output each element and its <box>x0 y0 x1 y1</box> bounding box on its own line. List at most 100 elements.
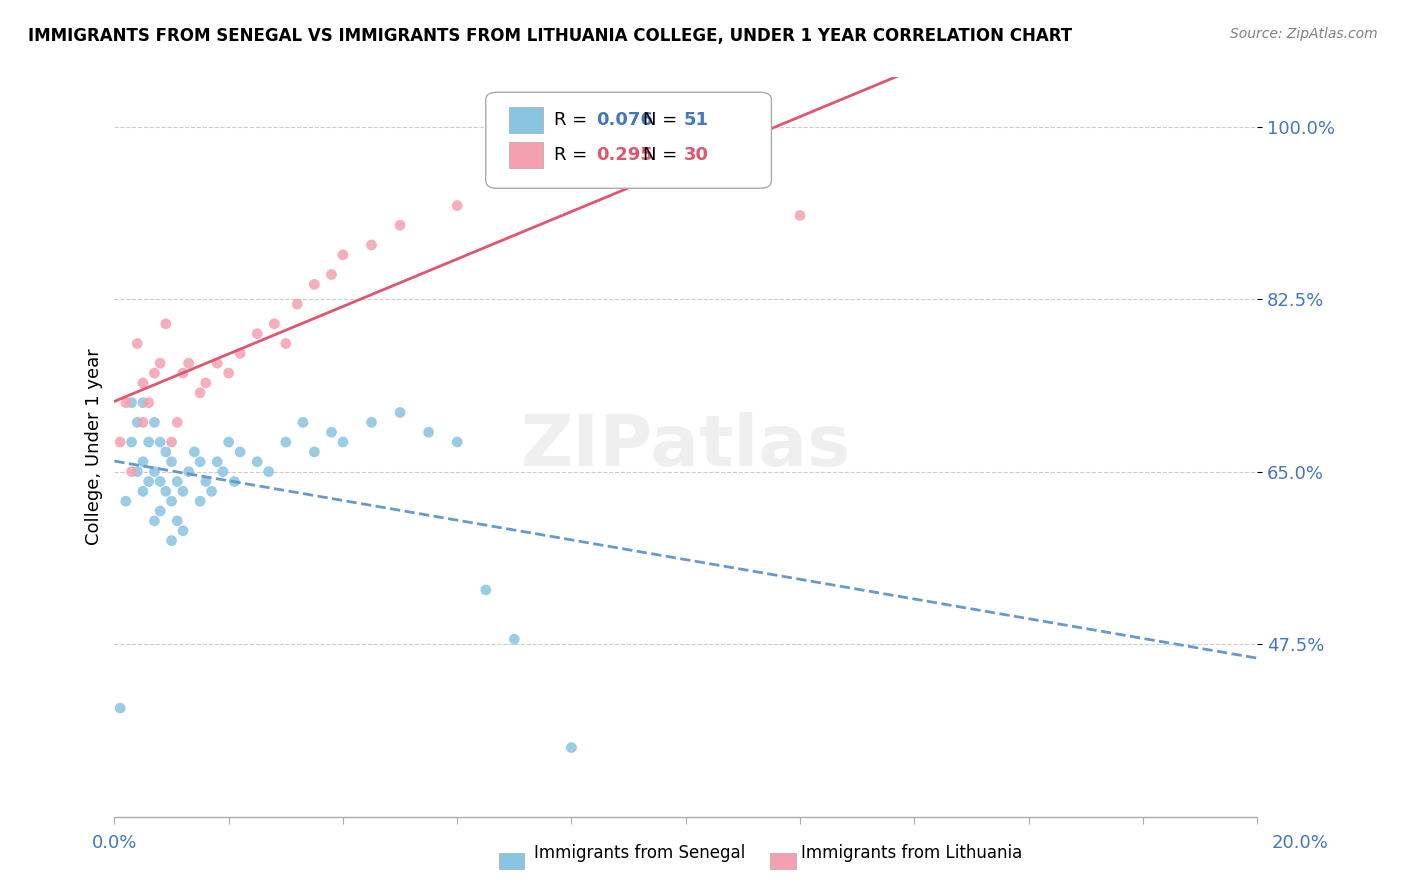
Point <box>446 198 468 212</box>
Point <box>321 425 343 440</box>
Point <box>155 317 177 331</box>
Point <box>257 465 280 479</box>
Point <box>166 475 188 489</box>
Point <box>132 484 155 499</box>
Point <box>332 435 354 450</box>
Point <box>246 455 269 469</box>
Text: 0.076: 0.076 <box>596 112 654 129</box>
Point <box>274 336 297 351</box>
Point <box>121 465 143 479</box>
Point <box>155 484 177 499</box>
FancyBboxPatch shape <box>509 142 543 168</box>
Point <box>360 238 382 252</box>
Point <box>183 445 205 459</box>
Point <box>207 356 229 370</box>
Point <box>138 435 160 450</box>
Point <box>332 248 354 262</box>
Point <box>132 415 155 429</box>
Point <box>127 336 149 351</box>
Point <box>115 494 138 508</box>
Point <box>143 514 166 528</box>
Point <box>160 494 183 508</box>
Point <box>149 435 172 450</box>
Text: R =: R = <box>554 112 593 129</box>
Point <box>360 415 382 429</box>
Point <box>127 415 149 429</box>
Point <box>304 277 326 292</box>
Point <box>166 415 188 429</box>
Point <box>212 465 235 479</box>
Point <box>218 435 240 450</box>
Point <box>160 455 183 469</box>
Point <box>149 504 172 518</box>
Point <box>321 268 343 282</box>
Point <box>127 465 149 479</box>
Text: 30: 30 <box>683 146 709 164</box>
Point <box>132 455 155 469</box>
Point <box>108 701 131 715</box>
Point <box>291 415 314 429</box>
Text: Immigrants from Lithuania: Immigrants from Lithuania <box>801 844 1022 862</box>
Point <box>503 632 526 647</box>
Point <box>121 395 143 409</box>
Point <box>172 366 194 380</box>
Point <box>207 455 229 469</box>
Point <box>149 356 172 370</box>
Point <box>200 484 222 499</box>
Text: 0.295: 0.295 <box>596 146 654 164</box>
Point <box>143 465 166 479</box>
Point <box>132 376 155 390</box>
Point <box>166 514 188 528</box>
Point <box>172 524 194 538</box>
Point <box>143 415 166 429</box>
Point <box>218 366 240 380</box>
Point <box>177 356 200 370</box>
Point <box>274 435 297 450</box>
Point <box>418 425 440 440</box>
Point <box>285 297 308 311</box>
Point <box>188 385 211 400</box>
Text: 20.0%: 20.0% <box>1272 834 1329 852</box>
Point <box>389 219 412 233</box>
Text: IMMIGRANTS FROM SENEGAL VS IMMIGRANTS FROM LITHUANIA COLLEGE, UNDER 1 YEAR CORRE: IMMIGRANTS FROM SENEGAL VS IMMIGRANTS FR… <box>28 27 1073 45</box>
Point <box>229 346 252 360</box>
Point <box>188 455 211 469</box>
Point <box>121 435 143 450</box>
Text: Source: ZipAtlas.com: Source: ZipAtlas.com <box>1230 27 1378 41</box>
Text: N =: N = <box>644 112 683 129</box>
Text: N =: N = <box>644 146 683 164</box>
Point <box>789 208 811 222</box>
Text: R =: R = <box>554 146 593 164</box>
Point <box>194 376 217 390</box>
Point <box>108 435 131 450</box>
Point <box>304 445 326 459</box>
Point <box>194 475 217 489</box>
Point <box>263 317 285 331</box>
Point <box>172 484 194 499</box>
Point <box>138 395 160 409</box>
Point <box>389 405 412 419</box>
Text: 51: 51 <box>683 112 709 129</box>
Point <box>160 435 183 450</box>
Text: Immigrants from Senegal: Immigrants from Senegal <box>534 844 745 862</box>
Point <box>132 395 155 409</box>
FancyBboxPatch shape <box>485 92 772 188</box>
Point <box>474 582 496 597</box>
Text: 0.0%: 0.0% <box>91 834 136 852</box>
Point <box>188 494 211 508</box>
Point <box>143 366 166 380</box>
Point <box>177 465 200 479</box>
Point <box>229 445 252 459</box>
Y-axis label: College, Under 1 year: College, Under 1 year <box>86 349 103 545</box>
FancyBboxPatch shape <box>509 107 543 133</box>
Point <box>246 326 269 341</box>
Point <box>149 475 172 489</box>
Point <box>115 395 138 409</box>
Point <box>446 435 468 450</box>
Point <box>138 475 160 489</box>
Point <box>155 445 177 459</box>
Point <box>224 475 246 489</box>
Point <box>560 740 582 755</box>
Text: ZIPatlas: ZIPatlas <box>520 412 851 482</box>
Point <box>160 533 183 548</box>
